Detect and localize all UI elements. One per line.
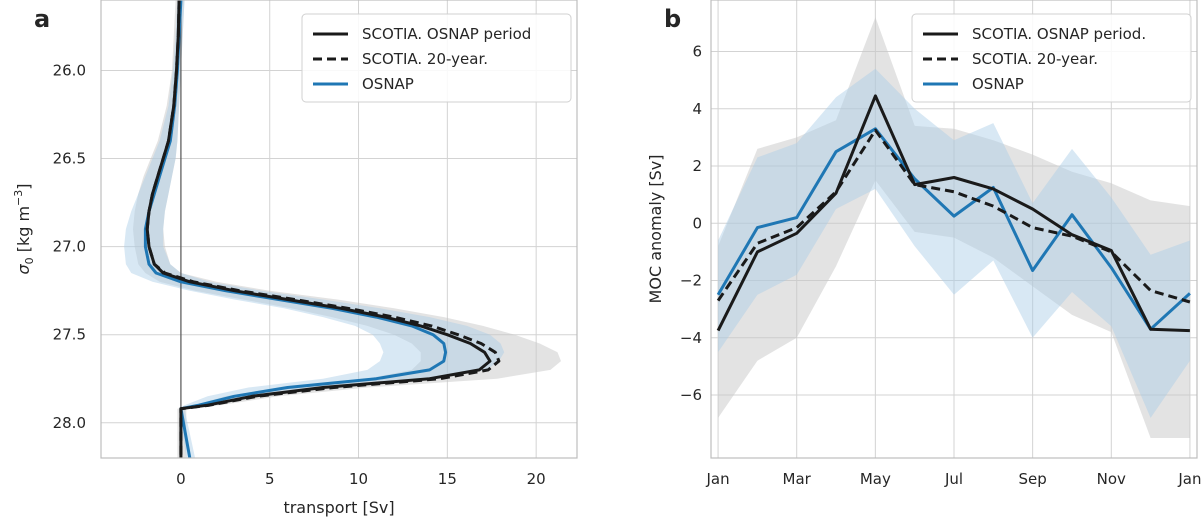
panel-a-xtick-label: 0	[176, 470, 186, 488]
panel-b-ytick-label: −2	[680, 272, 702, 290]
panel-a-band-scotia	[133, 0, 561, 458]
panel-b-ytick-label: 6	[692, 43, 702, 61]
panel-a-band-osnap	[124, 0, 505, 458]
panel-a-legend-label-osnap: OSNAP	[362, 75, 414, 93]
panel-a-legend-label-scotia-20yr: SCOTIA. 20-year.	[362, 50, 488, 68]
panel-a-lines	[143, 0, 501, 459]
panel-b-line-scotia-osnap	[716, 94, 1190, 333]
panel-a-xtick-label: 20	[527, 470, 546, 488]
panel-b-ytick-label: 0	[692, 214, 702, 232]
panel-b-xtick-label: Sep	[1019, 470, 1047, 488]
panel-b-yticks: −6 −4 −2 0 2 4 6	[680, 43, 702, 404]
panel-b-band-osnap	[718, 68, 1190, 418]
panel-a-ytick-label: 26.5	[53, 150, 86, 168]
panel-b-xtick-label: May	[860, 470, 891, 488]
panel-a-legend-box	[301, 13, 572, 103]
panel-b-lines	[716, 94, 1191, 333]
panel-b-letter: b	[664, 5, 681, 33]
panel-a-line-scotia-osnap	[145, 0, 492, 458]
panel-b-xtick-label: Nov	[1097, 470, 1126, 488]
panel-a-bands	[124, 0, 561, 458]
panel-a-frame	[100, 0, 578, 459]
panel-b-bands	[718, 17, 1190, 438]
panel-b-ytick-label: −4	[680, 329, 702, 347]
panel-b-frame	[710, 0, 1198, 459]
panel-b-ytick-label: 2	[692, 157, 702, 175]
panel-a-ytick-label: 27.5	[53, 326, 86, 344]
panel-b: b Jan Mar May Jul Sep Nov Jan −6 −4 −2 0 2 4 6 MOC a…	[646, 0, 1201, 488]
panel-b-ytick-label: −6	[680, 386, 702, 404]
panel-a-legend: SCOTIA. OSNAP period SCOTIA. 20-year. OS…	[301, 13, 572, 103]
panel-a-yticks: 26.0 26.5 27.0 27.5 28.0	[53, 61, 86, 431]
panel-b-legend-label-osnap: OSNAP	[972, 75, 1024, 93]
panel-a-ytick-label: 26.0	[53, 61, 86, 79]
panel-b-ytick-label: 4	[692, 100, 702, 118]
panel-b-legend: SCOTIA. OSNAP period. SCOTIA. 20-year. O…	[911, 13, 1192, 103]
panel-b-ylabel: MOC anomaly [Sv]	[646, 155, 665, 304]
panel-b-band-scotia	[718, 17, 1190, 438]
panel-a-xticks: 0 5 10 15 20	[176, 470, 546, 488]
panel-b-legend-box	[911, 13, 1192, 103]
panel-a-ytick-label: 28.0	[53, 414, 86, 432]
panel-a-legend-label-scotia-osnap: SCOTIA. OSNAP period	[362, 25, 531, 43]
panel-a-letter: a	[34, 5, 50, 33]
panel-a-xtick-label: 15	[438, 470, 457, 488]
panel-b-line-osnap	[716, 127, 1191, 331]
panel-b-xticks: Jan Mar May Jul Sep Nov Jan	[706, 470, 1201, 488]
panel-b-xtick-label: Jul	[944, 470, 963, 488]
panel-a-xtick-label: 10	[349, 470, 368, 488]
panel-b-xtick-label: Jan	[706, 470, 730, 488]
panel-a: a 0 5 10 15 20 26.0 26.5 27.0 27.5 28.0 transpor…	[12, 0, 578, 517]
panel-b-legend-label-scotia-osnap: SCOTIA. OSNAP period.	[972, 25, 1146, 43]
panel-a-ylabel: σ0 [kg m−3]	[12, 183, 36, 274]
panel-a-xtick-label: 5	[265, 470, 275, 488]
panel-b-xtick-label: Jan	[1177, 470, 1201, 488]
panel-a-xlabel: transport [Sv]	[283, 498, 394, 517]
panel-a-ytick-label: 27.0	[53, 238, 86, 256]
panel-b-xtick-label: Mar	[783, 470, 812, 488]
panel-b-legend-label-scotia-20yr: SCOTIA. 20-year.	[972, 50, 1098, 68]
